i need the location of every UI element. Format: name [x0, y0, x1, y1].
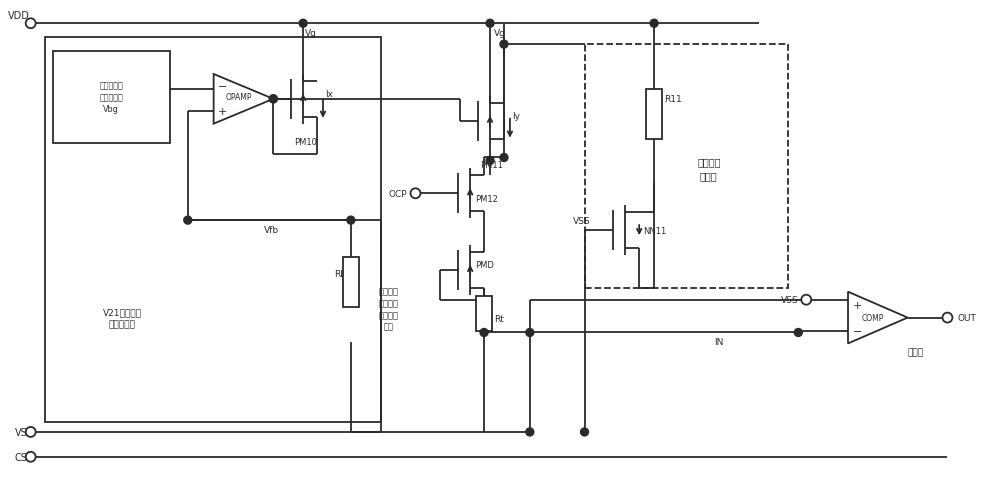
Polygon shape	[214, 75, 273, 124]
Text: 负高压承
受模块: 负高压承 受模块	[697, 157, 721, 181]
Circle shape	[581, 428, 588, 436]
Bar	[53, 52, 170, 143]
Text: −: −	[853, 326, 863, 336]
Circle shape	[299, 20, 307, 28]
Text: PM10: PM10	[294, 137, 317, 146]
Circle shape	[347, 217, 355, 224]
Text: 零温度系数
正参考电压
Vbg: 零温度系数 正参考电压 Vbg	[99, 81, 123, 114]
Text: CS: CS	[15, 452, 28, 462]
Circle shape	[26, 19, 36, 29]
Text: OUT: OUT	[957, 313, 976, 323]
Text: 过流充电
保护阈值
电压设定
模块: 过流充电 保护阈值 电压设定 模块	[379, 287, 399, 331]
Text: OCP: OCP	[389, 189, 408, 199]
Circle shape	[526, 329, 534, 337]
Circle shape	[500, 154, 508, 162]
Circle shape	[26, 452, 36, 462]
Circle shape	[801, 295, 811, 305]
Polygon shape	[848, 292, 908, 344]
Text: Rt: Rt	[494, 314, 504, 324]
Text: Rb: Rb	[334, 270, 346, 279]
Text: PM11: PM11	[481, 161, 503, 170]
Text: NN11: NN11	[643, 226, 666, 235]
Text: +: +	[218, 107, 227, 117]
Text: OPAMP: OPAMP	[225, 93, 252, 102]
Circle shape	[269, 96, 277, 103]
Bar	[646, 90, 662, 139]
Text: Vg: Vg	[305, 29, 317, 38]
Circle shape	[486, 157, 494, 165]
Circle shape	[480, 329, 488, 337]
Text: VSS: VSS	[15, 427, 34, 437]
Text: VSS: VSS	[573, 216, 590, 225]
Text: Vfb: Vfb	[264, 225, 279, 235]
Bar	[585, 45, 788, 288]
Bar	[476, 296, 492, 332]
Circle shape	[411, 189, 420, 199]
Text: V21电压到电
流转换模块: V21电压到电 流转换模块	[103, 307, 142, 328]
Bar	[45, 38, 381, 422]
Circle shape	[269, 96, 277, 103]
Text: VDD: VDD	[8, 11, 30, 21]
Text: +: +	[853, 300, 863, 310]
Circle shape	[942, 313, 952, 323]
Circle shape	[500, 41, 508, 49]
Text: R11: R11	[664, 95, 682, 104]
Text: Iy: Iy	[512, 112, 520, 121]
Text: Vg: Vg	[494, 29, 506, 38]
Circle shape	[650, 20, 658, 28]
Circle shape	[526, 428, 534, 436]
Bar	[343, 257, 359, 307]
Text: 比较器: 比较器	[908, 347, 924, 357]
Text: Ix: Ix	[325, 90, 333, 99]
Text: IN: IN	[714, 338, 723, 347]
Text: −: −	[218, 82, 227, 92]
Circle shape	[26, 427, 36, 437]
Circle shape	[794, 329, 802, 337]
Circle shape	[184, 217, 192, 224]
Circle shape	[486, 20, 494, 28]
Text: VSS: VSS	[781, 296, 798, 305]
Text: COMP: COMP	[862, 313, 884, 323]
Text: PMD: PMD	[475, 261, 494, 270]
Text: PM12: PM12	[475, 194, 498, 203]
